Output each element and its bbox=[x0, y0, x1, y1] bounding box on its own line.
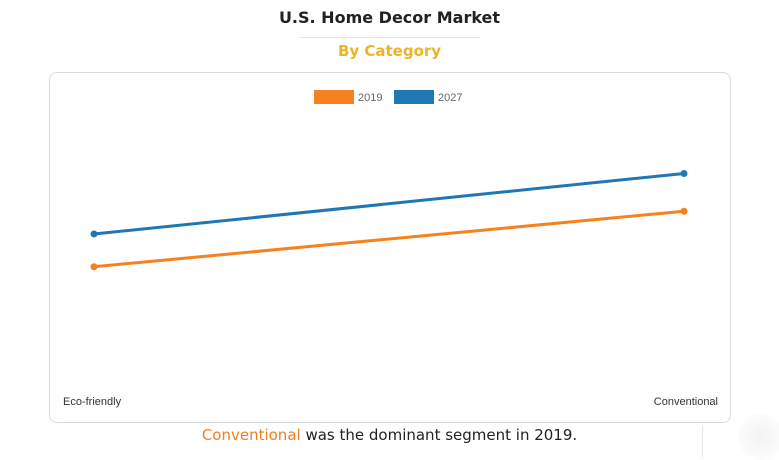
chart-series bbox=[90, 169, 688, 271]
legend-swatch-2019 bbox=[314, 90, 354, 104]
decorative-glow bbox=[738, 414, 779, 460]
title-divider bbox=[300, 37, 480, 38]
caption-highlight: Conventional bbox=[201, 426, 301, 444]
x-axis-labels: Eco-friendly Conventional bbox=[63, 396, 718, 408]
chart-legend: 2019 2027 bbox=[314, 90, 462, 104]
decorative-divider bbox=[702, 425, 703, 457]
line-chart: 2019 2027 Eco-friendly Conventional bbox=[63, 90, 718, 408]
series-line-2019 bbox=[92, 209, 686, 269]
data-point-2027-0 bbox=[90, 230, 98, 238]
legend-swatch-2027 bbox=[394, 90, 434, 104]
data-point-2019-0 bbox=[90, 263, 98, 271]
x-tick-label-0: Eco-friendly bbox=[63, 396, 122, 408]
page-subtitle: By Category bbox=[337, 42, 442, 60]
data-point-2027-1 bbox=[680, 169, 688, 177]
chart-card: 2019 2027 Eco-friendly Conventional bbox=[49, 72, 731, 423]
caption-text: was the dominant segment in 2019. bbox=[300, 426, 578, 444]
chart-caption: Conventional was the dominant segment in… bbox=[0, 426, 779, 444]
legend-label-2027: 2027 bbox=[438, 92, 462, 104]
data-point-2019-1 bbox=[680, 207, 688, 215]
page-title: U.S. Home Decor Market bbox=[278, 8, 501, 27]
x-tick-label-1: Conventional bbox=[654, 396, 718, 408]
series-line-2027 bbox=[92, 171, 686, 236]
legend-label-2019: 2019 bbox=[358, 92, 382, 104]
